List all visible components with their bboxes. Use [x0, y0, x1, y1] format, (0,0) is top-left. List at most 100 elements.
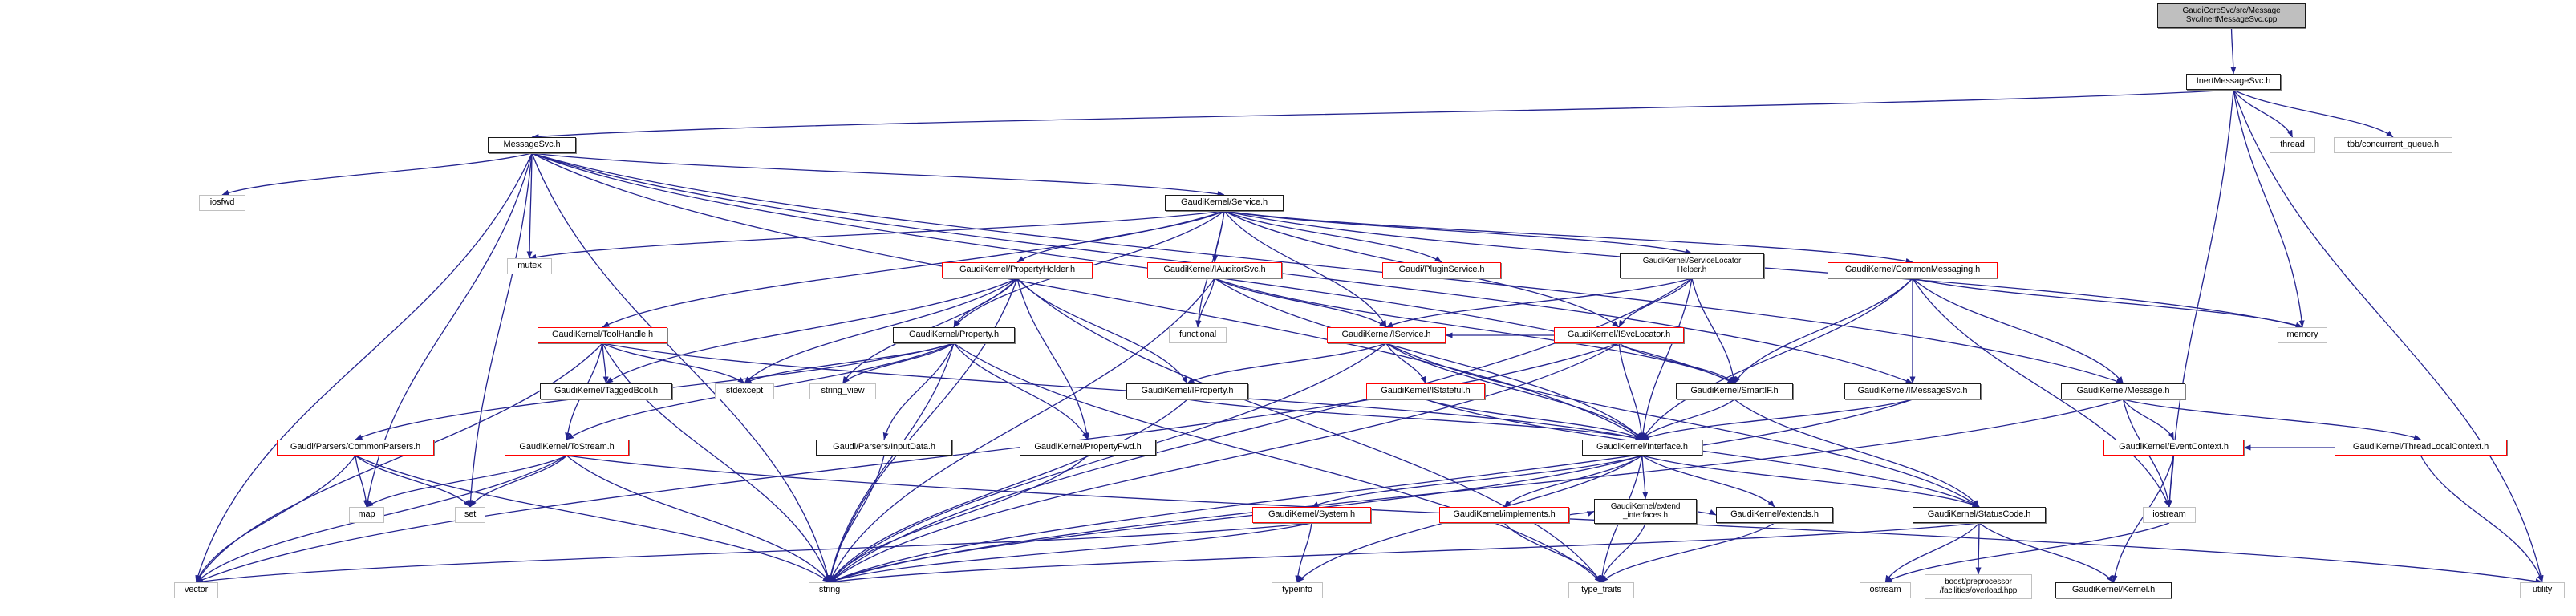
graph-node-gaudikernel-servicelocator-helper-h[interactable]: GaudiKernel/ServiceLocator Helper.h [1620, 253, 1764, 278]
graph-edge [355, 455, 471, 508]
graph-node-gaudikernel-toolhandle-h[interactable]: GaudiKernel/ToolHandle.h [538, 327, 667, 343]
graph-node-functional[interactable]: functional [1169, 327, 1227, 343]
graph-node-gaudikernel-propertyfwd-h[interactable]: GaudiKernel/PropertyFwd.h [1020, 440, 1156, 456]
graph-node-gaudikernel-eventcontext-h[interactable]: GaudiKernel/EventContext.h [2103, 440, 2244, 456]
graph-node-gaudikernel-message-h[interactable]: GaudiKernel/Message.h [2061, 383, 2185, 399]
graph-edge [1214, 278, 1387, 328]
graph-edge [602, 342, 830, 583]
graph-edge [829, 522, 1312, 583]
graph-edge [1425, 399, 1980, 508]
graph-edge [1696, 509, 1717, 516]
graph-edge [2230, 27, 2237, 75]
graph-edge [2166, 455, 2175, 508]
graph-edge [355, 455, 369, 508]
graph-edge [195, 455, 356, 583]
graph-edge [1016, 278, 1090, 440]
graph-edge [1016, 278, 1602, 583]
graph-edge [1223, 210, 1913, 264]
graph-node-gaudikernel-extends-h[interactable]: GaudiKernel/extends.h [1716, 507, 1833, 523]
graph-edge [1503, 522, 1602, 583]
graph-node-gaudikernel-iauditorsvc-h[interactable]: GaudiKernel/IAuditorSvc.h [1147, 262, 1282, 278]
graph-node-gaudikernel-system-h[interactable]: GaudiKernel/System.h [1252, 507, 1371, 523]
graph-edge [1618, 342, 1735, 384]
graph-node-utility[interactable]: utility [2520, 582, 2565, 598]
graph-edge [1295, 522, 1312, 583]
graph-node-gaudikernel-isvclocator-h[interactable]: GaudiKernel/ISvcLocator.h [1554, 327, 1684, 343]
graph-node-gaudikernel-imessagesvc-h[interactable]: GaudiKernel/IMessageSvc.h [1844, 383, 1981, 399]
graph-edge [829, 278, 1693, 583]
graph-node-gaudi-pluginservice-h[interactable]: Gaudi/PluginService.h [1382, 262, 1501, 278]
graph-edge [1016, 210, 1225, 263]
graph-node-set[interactable]: set [455, 507, 485, 523]
graph-edge [1187, 342, 1387, 384]
graph-node-messagesvc-h[interactable]: MessageSvc.h [488, 137, 576, 153]
graph-edge [469, 455, 567, 508]
graph-node-gaudikernel-threadlocalcontext-h[interactable]: GaudiKernel/ThreadLocalContext.h [2335, 440, 2507, 456]
graph-node-gaudikernel-smartif-h[interactable]: GaudiKernel/SmartIF.h [1676, 383, 1793, 399]
graph-edge [829, 342, 1387, 583]
graph-edge [1640, 278, 1693, 440]
graph-edge [829, 399, 1913, 583]
graph-edge [1641, 399, 1735, 440]
graph-node-gaudikernel-extend-interfaces-h[interactable]: GaudiKernel/extend _interfaces.h [1594, 499, 1697, 524]
graph-node-inertmessagesvc-h[interactable]: InertMessageSvc.h [2186, 74, 2281, 90]
graph-node-memory[interactable]: memory [2278, 327, 2327, 343]
graph-node-gaudicoresvc-src-message-svc-inertmessagesvc-cpp[interactable]: GaudiCoreSvc/src/Message Svc/InertMessag… [2157, 3, 2306, 28]
graph-edge [602, 342, 745, 384]
graph-edge [195, 342, 603, 583]
graph-edge [531, 152, 1225, 197]
graph-node-gaudikernel-service-h[interactable]: GaudiKernel/Service.h [1165, 195, 1284, 211]
graph-node-stdexcept[interactable]: stdexcept [715, 383, 774, 399]
graph-node-gaudikernel-propertyholder-h[interactable]: GaudiKernel/PropertyHolder.h [942, 262, 1093, 278]
graph-node-gaudikernel-istateful-h[interactable]: GaudiKernel/IStateful.h [1366, 383, 1485, 399]
graph-node-map[interactable]: map [349, 507, 384, 523]
graph-edge [1311, 455, 1643, 508]
graph-node-ostream[interactable]: ostream [1860, 582, 1911, 598]
graph-node-gaudi-parsers-commonparsers-h[interactable]: Gaudi/Parsers/CommonParsers.h [277, 440, 434, 456]
graph-node-gaudikernel-iservice-h[interactable]: GaudiKernel/IService.h [1327, 327, 1446, 343]
graph-node-tbb-concurrent-queue-h[interactable]: tbb/concurrent_queue.h [2334, 137, 2452, 153]
graph-node-type-traits[interactable]: type_traits [1568, 582, 1634, 598]
graph-node-gaudikernel-property-h[interactable]: GaudiKernel/Property.h [893, 327, 1015, 343]
graph-edge [2123, 399, 2421, 440]
graph-node-boost-preprocessor-facilities-overload-hpp[interactable]: boost/preprocessor /facilities/overload.… [1925, 574, 2032, 599]
graph-node-string-view[interactable]: string_view [809, 383, 876, 399]
graph-node-mutex[interactable]: mutex [507, 258, 552, 274]
graph-node-iostream[interactable]: iostream [2143, 507, 2196, 523]
graph-edge [1734, 399, 1980, 508]
graph-edge [842, 342, 955, 384]
graph-node-gaudikernel-commonmessaging-h[interactable]: GaudiKernel/CommonMessaging.h [1828, 262, 1998, 278]
graph-edge [1884, 522, 1980, 583]
graph-node-gaudi-parsers-inputdata-h[interactable]: Gaudi/Parsers/InputData.h [816, 440, 952, 456]
graph-node-gaudikernel-implements-h[interactable]: GaudiKernel/implements.h [1439, 507, 1569, 523]
graph-edge [1214, 278, 1643, 440]
graph-node-thread[interactable]: thread [2270, 137, 2315, 153]
graph-edge [531, 152, 831, 583]
graph-node-gaudikernel-iproperty-h[interactable]: GaudiKernel/IProperty.h [1126, 383, 1248, 399]
graph-node-gaudikernel-interface-h[interactable]: GaudiKernel/Interface.h [1582, 440, 1702, 456]
graph-edge [1385, 342, 1426, 384]
graph-edge [829, 399, 2124, 583]
graph-edge [1212, 210, 1225, 263]
graph-node-gaudikernel-kernel-h[interactable]: GaudiKernel/Kernel.h [2055, 582, 2172, 598]
graph-edge [2420, 455, 2543, 583]
graph-edge [1385, 342, 1980, 508]
graph-edge [1978, 522, 2115, 583]
graph-edge [1016, 278, 1188, 384]
graph-edge [196, 522, 1312, 585]
graph-node-gaudikernel-taggedbool-h[interactable]: GaudiKernel/TaggedBool.h [540, 383, 672, 399]
graph-edge [366, 455, 567, 508]
graph-edge [196, 342, 1620, 583]
graph-node-vector[interactable]: vector [174, 582, 218, 598]
graph-node-gaudikernel-statuscode-h[interactable]: GaudiKernel/StatusCode.h [1913, 507, 2046, 523]
graph-edge [1691, 278, 1737, 384]
graph-edge [1568, 510, 1595, 517]
graph-node-string[interactable]: string [809, 582, 850, 598]
graph-edge [2233, 89, 2294, 138]
graph-node-iosfwd[interactable]: iosfwd [199, 195, 245, 211]
graph-edge [531, 152, 1735, 384]
graph-node-gaudikernel-tostream-h[interactable]: GaudiKernel/ToStream.h [505, 440, 629, 456]
graph-edge [829, 455, 1089, 583]
graph-node-typeinfo[interactable]: typeinfo [1272, 582, 1323, 598]
